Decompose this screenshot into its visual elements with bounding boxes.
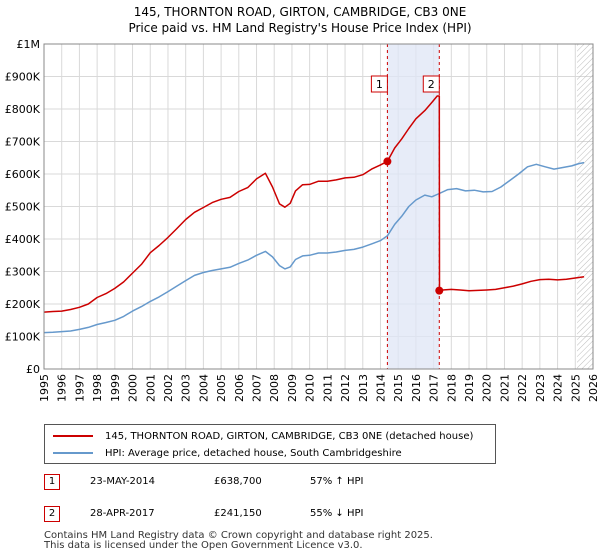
y-tick-label: £100K [5, 331, 41, 344]
legend-swatch-red [53, 435, 93, 437]
x-tick-label: 2025 [569, 374, 582, 402]
x-tick-label: 2009 [286, 374, 299, 402]
legend-item-property: 145, THORNTON ROAD, GIRTON, CAMBRIDGE, C… [53, 428, 473, 444]
y-tick-label: £300K [5, 266, 41, 279]
grid-layer [43, 43, 594, 370]
footer-licence: This data is licensed under the Open Gov… [44, 540, 363, 551]
x-tick-label: 1997 [73, 374, 86, 402]
x-tick-label: 2001 [144, 374, 157, 402]
footer-copyright: Contains HM Land Registry data © Crown c… [44, 530, 433, 541]
x-tick-label: 2014 [374, 374, 387, 402]
x-tick-label: 2017 [428, 374, 441, 402]
y-tick-label: £200K [5, 298, 41, 311]
transaction-badge: 2 [44, 506, 60, 522]
x-tick-label: 2000 [127, 374, 140, 402]
transaction-price: £638,700 [214, 476, 262, 487]
forecast-hatch [577, 44, 593, 369]
x-tick-label: 2011 [321, 374, 334, 402]
axis-layer: £0 £100K £200K £300K £400K £500K £600K £700K £80… [5, 38, 600, 402]
ownership-period-shade [387, 44, 440, 369]
y-tick-label: £1M [17, 38, 41, 51]
x-tick-label: 2024 [552, 374, 565, 402]
sale-marker-box [422, 75, 440, 93]
transaction-date: 28-APR-2017 [90, 508, 155, 519]
legend-label-hpi: HPI: Average price, detached house, Sout… [105, 447, 402, 459]
x-tick-label: 2020 [481, 374, 494, 402]
transaction-row: 2 28-APR-2017 £241,150 55% ↓ HPI [44, 506, 444, 522]
footer: Contains HM Land Registry data © Crown c… [44, 531, 433, 551]
x-tick-label: 2012 [339, 374, 352, 402]
y-tick-label: £900K [5, 71, 41, 84]
legend-label-property: 145, THORNTON ROAD, GIRTON, CAMBRIDGE, C… [105, 430, 474, 442]
transaction-row: 1 23-MAY-2014 £638,700 57% ↑ HPI [44, 474, 444, 490]
x-tick-label: 1995 [38, 374, 51, 402]
x-tick-label: 2004 [197, 374, 210, 402]
y-tick-label: £400K [5, 233, 41, 246]
x-tick-label: 2019 [463, 374, 476, 402]
plot-frame [43, 43, 594, 370]
x-tick-label: 2007 [251, 374, 264, 402]
y-tick-label: £500K [5, 201, 41, 214]
x-tick-label: 2018 [445, 374, 458, 402]
x-tick-label: 1999 [109, 374, 122, 402]
y-tick-label: £600K [5, 168, 41, 181]
x-tick-label: 2022 [516, 374, 529, 402]
x-tick-label: 2023 [534, 374, 547, 402]
sale-marker-label: 2 [428, 78, 435, 91]
x-tick-label: 2003 [180, 374, 193, 402]
x-tick-label: 1998 [91, 374, 104, 402]
sale-marker-label: 1 [376, 78, 383, 91]
transaction-date: 23-MAY-2014 [90, 476, 156, 487]
series-layer [43, 95, 585, 334]
transaction-hpi: 57% ↑ HPI [310, 476, 364, 487]
sale-point [383, 157, 392, 166]
property-price-line [43, 95, 585, 313]
hpi-line [43, 161, 585, 334]
transaction-badge: 1 [44, 474, 60, 490]
chart-title: 145, THORNTON ROAD, GIRTON, CAMBRIDGE, C… [134, 5, 467, 19]
x-tick-label: 2010 [304, 374, 317, 402]
x-tick-label: 2008 [268, 374, 281, 402]
y-tick-label: £700K [5, 136, 41, 149]
transaction-hpi: 55% ↓ HPI [310, 508, 364, 519]
chart-legend: 145, THORNTON ROAD, GIRTON, CAMBRIDGE, C… [44, 424, 496, 464]
transaction-price: £241,150 [214, 508, 262, 519]
chart-subtitle: Price paid vs. HM Land Registry's House … [128, 21, 471, 35]
x-tick-label: 2016 [410, 374, 423, 402]
x-tick-label: 2005 [215, 374, 228, 402]
x-tick-label: 2021 [498, 374, 511, 402]
x-tick-label: 2002 [162, 374, 175, 402]
legend-swatch-blue [53, 452, 93, 454]
sale-point [435, 286, 444, 295]
x-tick-label: 2026 [587, 374, 600, 402]
sale-marker-box [370, 75, 388, 93]
x-tick-label: 2006 [233, 374, 246, 402]
x-tick-label: 1996 [56, 374, 69, 402]
x-tick-label: 2015 [392, 374, 405, 402]
price-chart: 145, THORNTON ROAD, GIRTON, CAMBRIDGE, C… [5, 5, 600, 402]
y-tick-label: £0 [26, 363, 40, 376]
y-tick-label: £800K [5, 103, 41, 116]
legend-item-hpi: HPI: Average price, detached house, Sout… [53, 445, 402, 461]
x-tick-label: 2013 [357, 374, 370, 402]
